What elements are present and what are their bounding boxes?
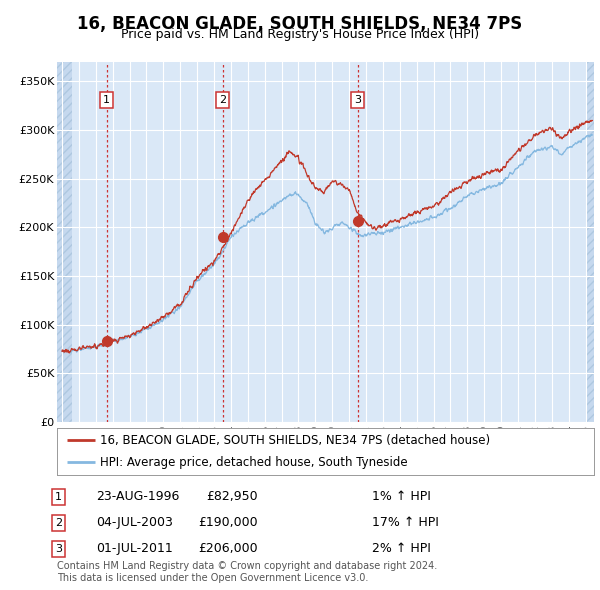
Text: Contains HM Land Registry data © Crown copyright and database right 2024.
This d: Contains HM Land Registry data © Crown c…: [57, 561, 437, 583]
Text: £82,950: £82,950: [206, 490, 258, 503]
Text: 17% ↑ HPI: 17% ↑ HPI: [372, 516, 439, 529]
Text: £190,000: £190,000: [199, 516, 258, 529]
Text: 1% ↑ HPI: 1% ↑ HPI: [372, 490, 431, 503]
Text: 04-JUL-2003: 04-JUL-2003: [96, 516, 173, 529]
Text: 3: 3: [55, 544, 62, 553]
Text: 23-AUG-1996: 23-AUG-1996: [96, 490, 179, 503]
Text: 3: 3: [354, 95, 361, 105]
Text: 2% ↑ HPI: 2% ↑ HPI: [372, 542, 431, 555]
Text: Price paid vs. HM Land Registry's House Price Index (HPI): Price paid vs. HM Land Registry's House …: [121, 28, 479, 41]
Text: 01-JUL-2011: 01-JUL-2011: [96, 542, 173, 555]
Bar: [57, 62, 72, 422]
Text: 16, BEACON GLADE, SOUTH SHIELDS, NE34 7PS: 16, BEACON GLADE, SOUTH SHIELDS, NE34 7P…: [77, 15, 523, 34]
Bar: [586, 62, 594, 422]
Text: 2: 2: [219, 95, 226, 105]
Text: 1: 1: [103, 95, 110, 105]
Text: £206,000: £206,000: [199, 542, 258, 555]
Text: 16, BEACON GLADE, SOUTH SHIELDS, NE34 7PS (detached house): 16, BEACON GLADE, SOUTH SHIELDS, NE34 7P…: [100, 434, 490, 447]
Bar: [57, 62, 72, 422]
Text: 1: 1: [55, 492, 62, 502]
Text: HPI: Average price, detached house, South Tyneside: HPI: Average price, detached house, Sout…: [100, 455, 407, 468]
Text: 2: 2: [55, 518, 62, 527]
Bar: [586, 62, 594, 422]
